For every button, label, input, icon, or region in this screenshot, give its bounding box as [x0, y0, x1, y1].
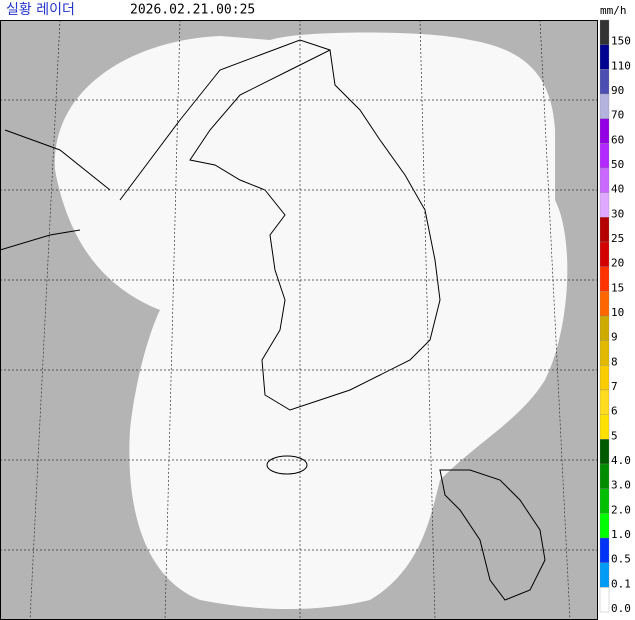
- legend-swatch: [599, 118, 610, 144]
- legend-label: 3.0: [611, 479, 631, 492]
- legend-swatch: [599, 266, 610, 292]
- legend-label: 5: [611, 429, 618, 442]
- grid: [0, 19, 598, 620]
- unit: mm/h: [600, 4, 627, 17]
- legend-label: 1.0: [611, 528, 631, 541]
- legend-swatch: [599, 241, 610, 267]
- legend-swatch: [599, 44, 610, 70]
- legend-swatch: [599, 93, 610, 119]
- grid-line: [539, 19, 571, 620]
- northern-coast: [0, 39, 331, 251]
- legend-label: 8: [611, 355, 618, 368]
- legend-label: 70: [611, 109, 624, 122]
- legend-label: 110: [611, 59, 631, 72]
- grid-line: [164, 19, 181, 620]
- legend-label: 0.5: [611, 553, 631, 566]
- legend-swatch: [599, 463, 610, 489]
- legend-label: 30: [611, 207, 624, 220]
- legend-swatch: [599, 167, 610, 193]
- legend-swatch: [599, 537, 610, 563]
- legend-swatch: [599, 192, 610, 218]
- legend-label: 25: [611, 232, 624, 245]
- legend-swatch: [599, 587, 610, 613]
- legend-swatch: [599, 365, 610, 391]
- legend-swatch: [599, 69, 610, 95]
- legend-label: 150: [611, 35, 631, 48]
- legend-swatch: [599, 562, 610, 588]
- legend-swatch: [599, 291, 610, 317]
- legend-swatch: [599, 439, 610, 465]
- legend-swatch: [599, 19, 610, 45]
- radar-coverage: [54, 32, 568, 609]
- legend-label: 40: [611, 183, 624, 196]
- legend-label: 6: [611, 405, 618, 418]
- legend-swatch: [599, 143, 610, 169]
- legend-label: 50: [611, 158, 624, 171]
- legend-label: 4.0: [611, 454, 631, 467]
- legend-swatch: [599, 315, 610, 341]
- legend-label: 10: [611, 306, 624, 319]
- legend-swatch: [599, 217, 610, 243]
- legend-label: 0.0: [611, 602, 631, 615]
- legend-label: 20: [611, 257, 624, 270]
- timestamp: 2026.02.21.00:25: [130, 3, 255, 18]
- legend-swatch: [599, 513, 610, 539]
- legend-label: 7: [611, 380, 618, 393]
- legend-swatch: [599, 488, 610, 514]
- grid-line: [419, 19, 436, 620]
- legend: 150 110 90 70 60 50 40 30 25 20 15 10 9 8 7 6 5 4.0 3.0 2.0…: [599, 19, 631, 615]
- legend-label: 60: [611, 133, 624, 146]
- legend-label: 15: [611, 281, 624, 294]
- legend-swatch: [599, 414, 610, 440]
- title: 실황 레이더: [6, 2, 75, 18]
- grid-line: [29, 19, 61, 620]
- legend-label: 0.1: [611, 577, 631, 590]
- legend-label: 2.0: [611, 503, 631, 516]
- legend-swatch: [599, 389, 610, 415]
- legend-label: 90: [611, 84, 624, 97]
- legend-label: 9: [611, 331, 618, 344]
- jeju-island: [266, 455, 308, 475]
- peninsula-coast: [189, 49, 441, 411]
- map: [0, 19, 598, 620]
- japan-coast: [439, 469, 546, 601]
- legend-swatch: [599, 340, 610, 366]
